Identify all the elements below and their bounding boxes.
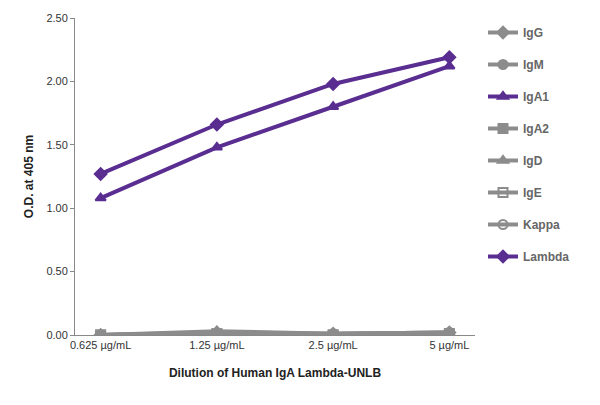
svg-text:5 µg/mL: 5 µg/mL bbox=[429, 339, 469, 351]
svg-text:1.25 µg/mL: 1.25 µg/mL bbox=[189, 339, 244, 351]
svg-text:IgA1: IgA1 bbox=[523, 90, 549, 104]
svg-text:Kappa: Kappa bbox=[523, 218, 560, 232]
svg-text:O.D. at 405 nm: O.D. at 405 nm bbox=[22, 135, 36, 218]
svg-text:2.00: 2.00 bbox=[46, 75, 67, 87]
svg-text:IgG: IgG bbox=[523, 26, 543, 40]
svg-text:IgD: IgD bbox=[523, 154, 543, 168]
svg-text:1.00: 1.00 bbox=[46, 202, 67, 214]
svg-text:2.5 µg/mL: 2.5 µg/mL bbox=[309, 339, 358, 351]
svg-text:IgA2: IgA2 bbox=[523, 122, 549, 136]
svg-text:IgM: IgM bbox=[523, 58, 544, 72]
svg-text:0.50: 0.50 bbox=[46, 265, 67, 277]
svg-text:2.50: 2.50 bbox=[46, 12, 67, 24]
svg-text:Dilution of Human IgA Lambda-U: Dilution of Human IgA Lambda-UNLB bbox=[169, 366, 382, 380]
svg-text:Lambda: Lambda bbox=[523, 250, 569, 264]
svg-text:IgE: IgE bbox=[523, 186, 542, 200]
svg-text:0.625 µg/mL: 0.625 µg/mL bbox=[70, 339, 131, 351]
svg-text:0.00: 0.00 bbox=[46, 329, 67, 341]
svg-text:1.50: 1.50 bbox=[46, 139, 67, 151]
